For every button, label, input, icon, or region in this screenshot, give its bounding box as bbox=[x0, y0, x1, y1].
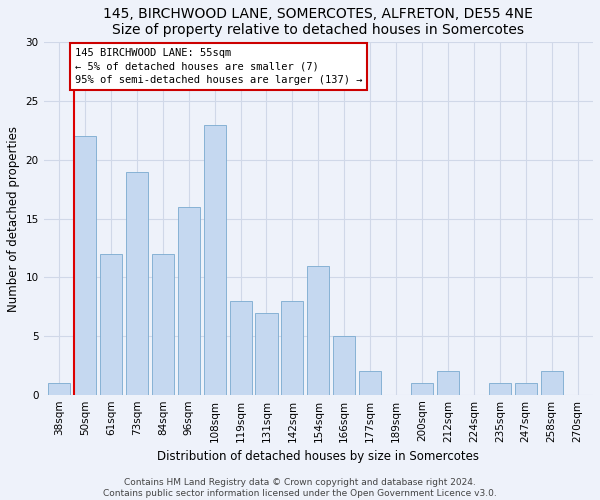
Bar bbox=[178, 207, 200, 394]
Title: 145, BIRCHWOOD LANE, SOMERCOTES, ALFRETON, DE55 4NE
Size of property relative to: 145, BIRCHWOOD LANE, SOMERCOTES, ALFRETO… bbox=[103, 7, 533, 37]
Bar bbox=[48, 383, 70, 394]
Bar bbox=[333, 336, 355, 394]
Bar bbox=[256, 312, 278, 394]
Bar bbox=[281, 301, 304, 394]
Bar bbox=[126, 172, 148, 394]
Bar bbox=[489, 383, 511, 394]
Bar bbox=[203, 124, 226, 394]
Bar bbox=[152, 254, 174, 394]
Bar bbox=[230, 301, 251, 394]
Bar bbox=[541, 372, 563, 394]
Text: Contains HM Land Registry data © Crown copyright and database right 2024.
Contai: Contains HM Land Registry data © Crown c… bbox=[103, 478, 497, 498]
Bar bbox=[100, 254, 122, 394]
Text: 145 BIRCHWOOD LANE: 55sqm
← 5% of detached houses are smaller (7)
95% of semi-de: 145 BIRCHWOOD LANE: 55sqm ← 5% of detach… bbox=[75, 48, 362, 84]
Bar bbox=[359, 372, 381, 394]
Bar bbox=[74, 136, 96, 394]
X-axis label: Distribution of detached houses by size in Somercotes: Distribution of detached houses by size … bbox=[157, 450, 479, 463]
Bar bbox=[515, 383, 536, 394]
Bar bbox=[437, 372, 459, 394]
Bar bbox=[411, 383, 433, 394]
Bar bbox=[307, 266, 329, 394]
Y-axis label: Number of detached properties: Number of detached properties bbox=[7, 126, 20, 312]
